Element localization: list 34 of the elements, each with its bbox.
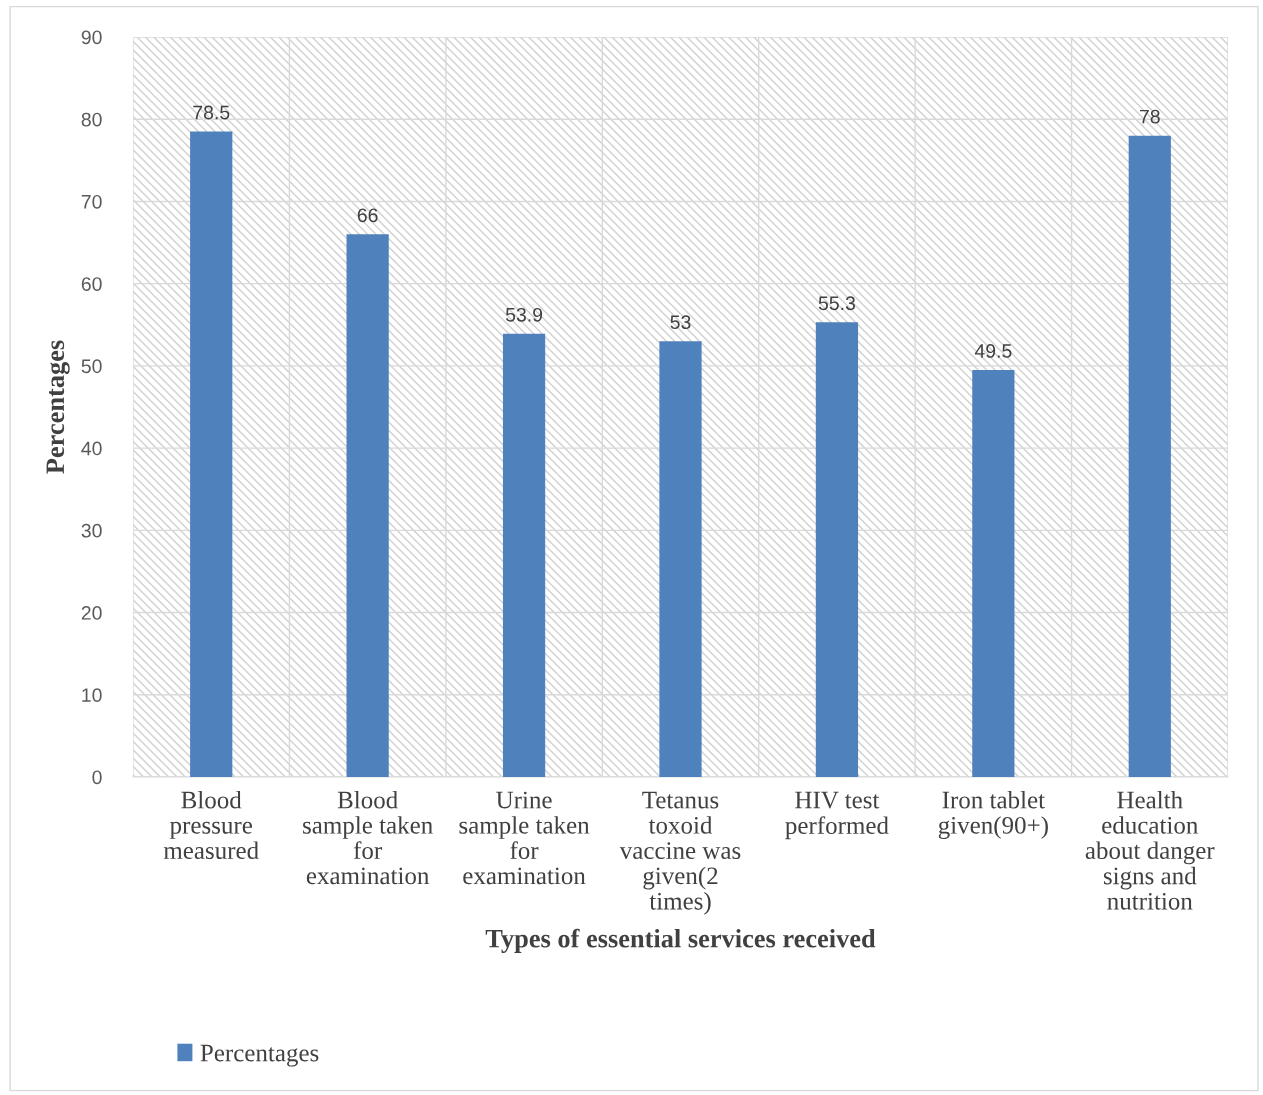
y-tick-label: 30 [81,523,102,538]
x-tick-label: Blood pressure measured [163,790,259,860]
y-tick-label: 50 [81,359,102,374]
y-tick-label: 0 [92,770,102,785]
x-tick-label: Iron tablet given(90+) [938,790,1048,839]
x-axis-title: Types of essential services received [485,928,876,953]
x-tick-label: Blood sample taken for examination [303,790,433,885]
bar [190,131,233,777]
y-tick-label: 90 [81,30,102,45]
data-label: 53 [670,315,691,330]
y-tick-label: 70 [81,194,102,209]
bar [972,370,1015,777]
x-tick-label: Tetanus toxoid vaccine was given(2 times) [619,791,741,915]
bar [1128,135,1171,777]
x-tick-label: HIV test performed [785,791,889,840]
data-label: 53.9 [505,307,543,322]
y-tick-label: 80 [81,112,102,127]
y-tick-label: 10 [82,688,102,703]
data-label: 49.5 [974,344,1012,358]
data-label: 66 [357,208,378,223]
data-label: 78 [1139,109,1160,124]
data-label: 78.5 [193,105,230,120]
bar [346,234,389,777]
bar [815,322,859,777]
y-tick-label: 40 [81,441,102,456]
y-tick-label: 60 [81,277,102,291]
x-tick-label: Health education about danger signs and nutrition [1085,790,1215,910]
y-tick-label: 20 [81,606,102,620]
y-axis-title: Percentages [46,340,70,474]
x-tick-label: Urine sample taken for examination [459,791,590,885]
legend-label: Percentages [200,1044,319,1067]
bar [502,333,546,777]
bar [659,341,702,777]
data-label: 55.3 [818,296,855,311]
